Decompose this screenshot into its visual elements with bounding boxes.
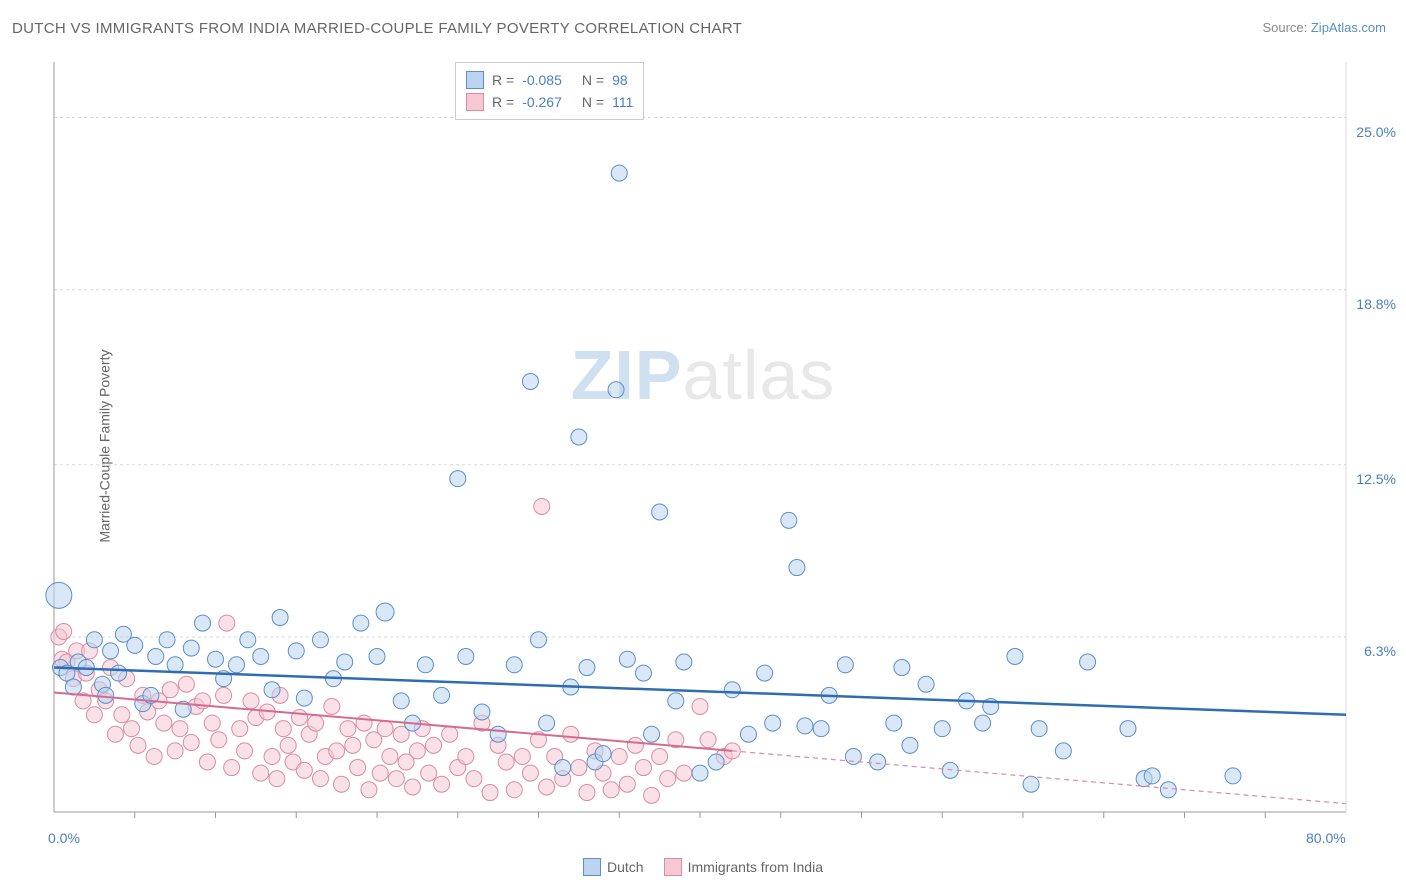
legend-item-dutch: Dutch <box>583 858 644 876</box>
y-tick-label: 12.5% <box>1356 471 1396 487</box>
legend-item-india: Immigrants from India <box>664 858 823 876</box>
swatch-dutch <box>466 71 484 89</box>
stat-n-label-2: N = <box>582 94 604 110</box>
stat-r-label-2: R = <box>492 94 514 110</box>
stat-n-india: 111 <box>612 94 633 110</box>
y-tick-label: 25.0% <box>1356 124 1396 140</box>
legend-swatch-india <box>664 858 682 876</box>
stat-r-india: -0.267 <box>522 94 562 110</box>
stat-n-label: N = <box>582 72 604 88</box>
stats-box: R = -0.085 N = 98 R = -0.267 N = 111 <box>455 62 644 120</box>
x-tick-left: 0.0% <box>48 830 80 846</box>
legend-label-dutch: Dutch <box>607 859 644 875</box>
legend-swatch-dutch <box>583 858 601 876</box>
stat-row-india: R = -0.267 N = 111 <box>466 91 633 113</box>
stat-r-label: R = <box>492 72 514 88</box>
y-tick-label: 18.8% <box>1356 296 1396 312</box>
swatch-india <box>466 93 484 111</box>
chart-svg <box>0 0 1406 892</box>
stat-n-dutch: 98 <box>612 72 628 88</box>
stat-row-dutch: R = -0.085 N = 98 <box>466 69 633 91</box>
legend: Dutch Immigrants from India <box>583 858 823 876</box>
x-tick-right: 80.0% <box>1306 830 1346 846</box>
y-tick-label: 6.3% <box>1364 643 1396 659</box>
legend-label-india: Immigrants from India <box>688 859 823 875</box>
stat-r-dutch: -0.085 <box>522 72 562 88</box>
